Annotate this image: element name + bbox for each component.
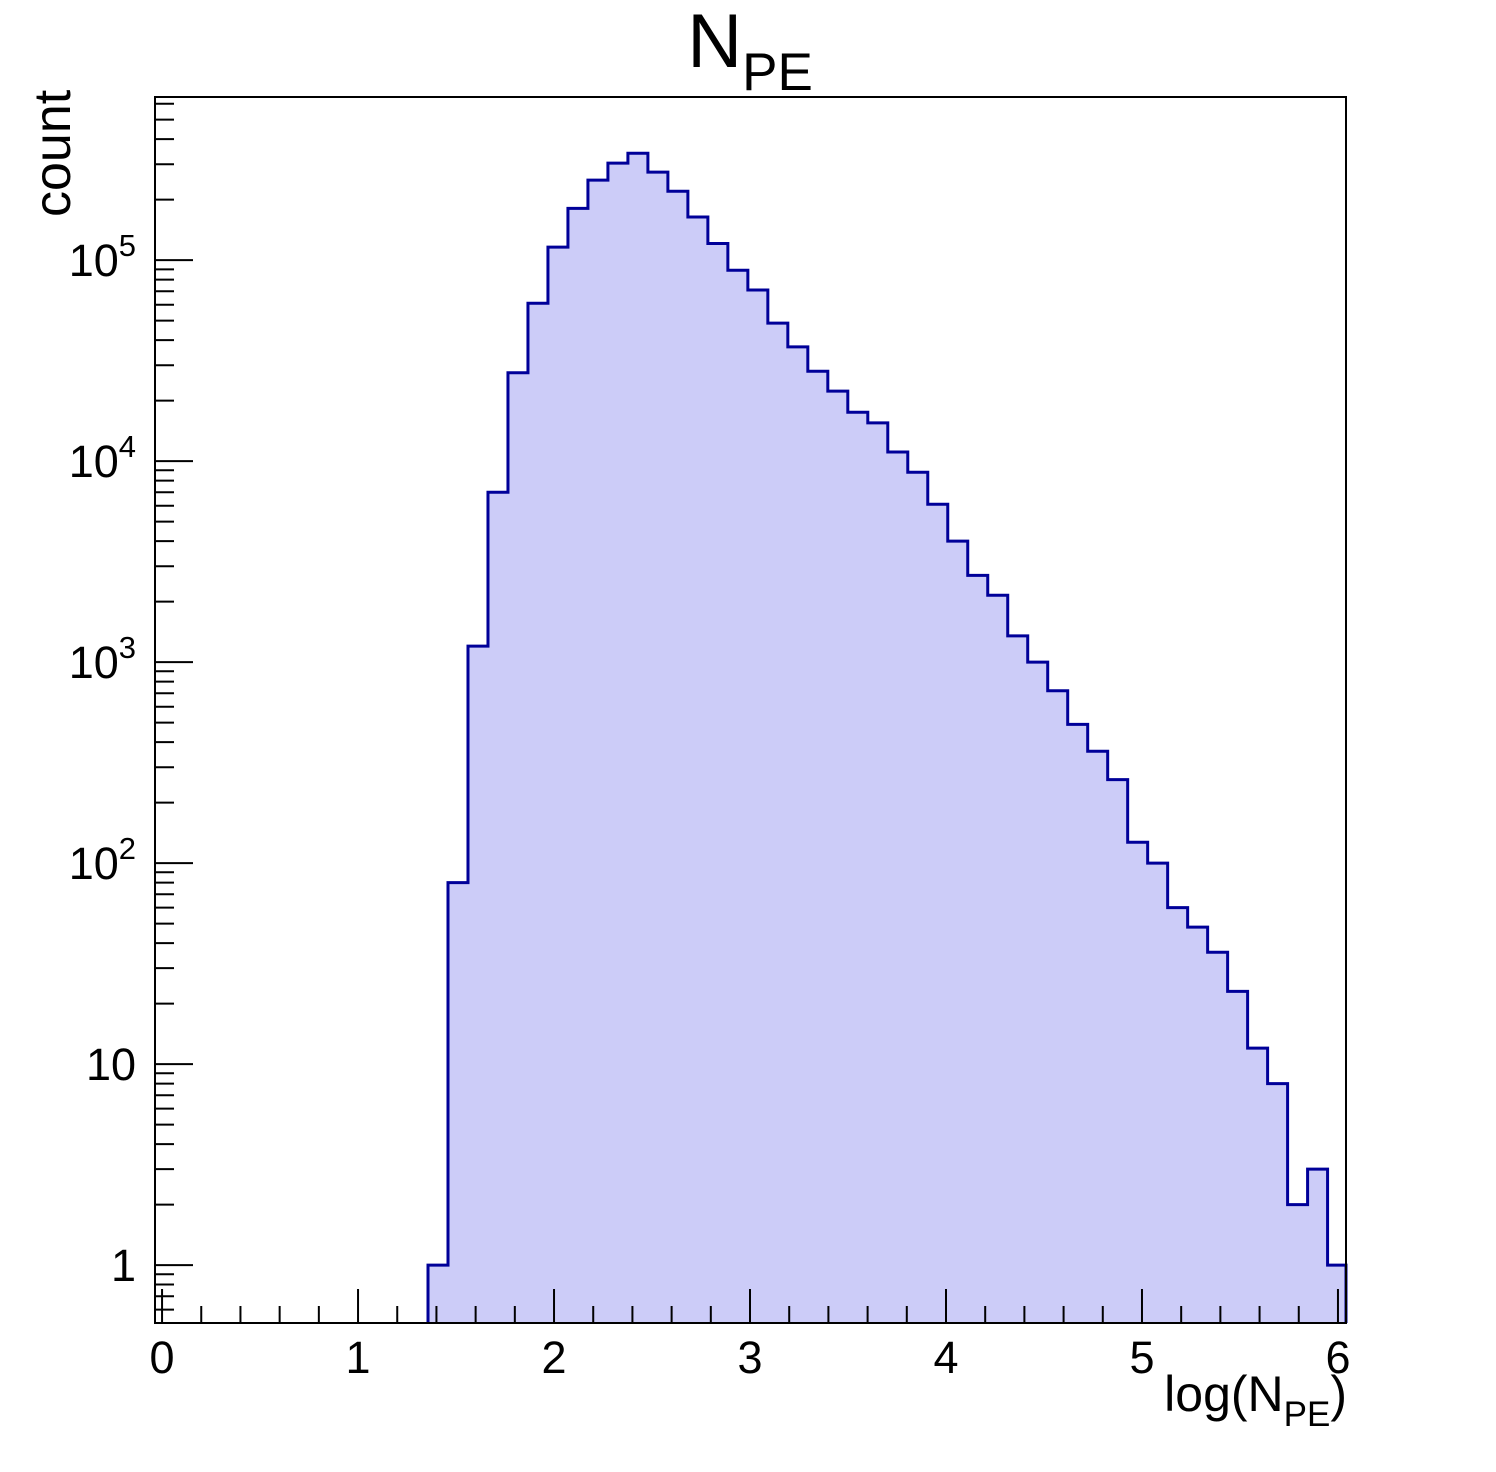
chart-title: NPE — [687, 0, 813, 102]
y-tick-label: 104 — [69, 429, 136, 487]
y-tick-label: 10 — [86, 1039, 136, 1090]
x-axis-title: log(NPE) — [1164, 1366, 1347, 1434]
x-tick-label: 4 — [933, 1332, 958, 1383]
y-tick-label: 1 — [111, 1240, 136, 1291]
x-tick-label: 2 — [542, 1332, 567, 1383]
x-tick-label: 6 — [1325, 1332, 1350, 1383]
x-tick-label: 5 — [1129, 1332, 1154, 1383]
y-tick-label: 103 — [69, 630, 136, 688]
y-tick-label: 105 — [69, 228, 136, 286]
x-tick-label: 3 — [737, 1332, 762, 1383]
x-tick-label: 0 — [150, 1332, 175, 1383]
y-axis-title: count — [24, 89, 82, 217]
axis-ticks — [155, 102, 1339, 1323]
histogram-outline — [426, 151, 1348, 1323]
y-tick-label: 102 — [69, 831, 136, 889]
x-tick-label: 1 — [346, 1332, 371, 1383]
histogram-fill — [428, 153, 1346, 1323]
